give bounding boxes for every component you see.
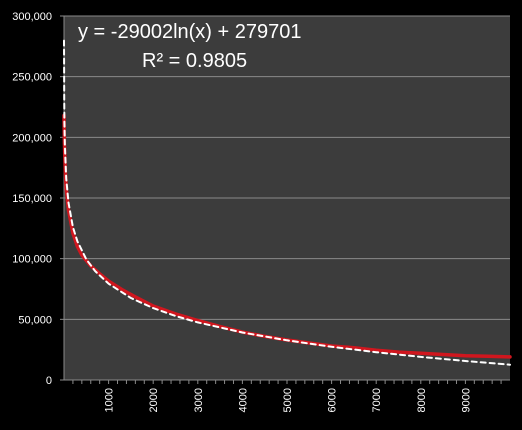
y-tick-label: 250,000 bbox=[12, 72, 52, 84]
y-tick-label: 300,000 bbox=[12, 11, 52, 23]
y-tick-label: 0 bbox=[46, 375, 52, 387]
equation-annotation: y = -29002ln(x) + 279701 bbox=[78, 21, 302, 43]
y-tick-label: 100,000 bbox=[12, 254, 52, 266]
y-tick-label: 50,000 bbox=[18, 314, 52, 326]
x-tick-label: 6000 bbox=[327, 388, 339, 412]
x-tick-label: 7000 bbox=[371, 388, 383, 412]
r-squared-annotation: R² = 0.9805 bbox=[142, 50, 247, 72]
y-tick-label: 150,000 bbox=[12, 193, 52, 205]
trendline-series bbox=[63, 39, 511, 366]
x-tick-label: 5000 bbox=[282, 388, 294, 412]
x-tick-label: 2000 bbox=[148, 388, 160, 412]
x-tick-label: 4000 bbox=[237, 388, 249, 412]
series-lines bbox=[62, 39, 512, 366]
gridlines bbox=[64, 15, 510, 320]
x-tick-label: 8000 bbox=[416, 388, 428, 412]
y-tick-label: 200,000 bbox=[12, 132, 52, 144]
x-tick-label: 9000 bbox=[460, 388, 472, 412]
x-tick-label: 3000 bbox=[193, 388, 205, 412]
data-series bbox=[62, 113, 512, 359]
x-tick-label: 1000 bbox=[104, 388, 116, 412]
tick-labels: 0 50,000 100,000 150,000 200,000 250,000 300,0… bbox=[12, 11, 472, 412]
